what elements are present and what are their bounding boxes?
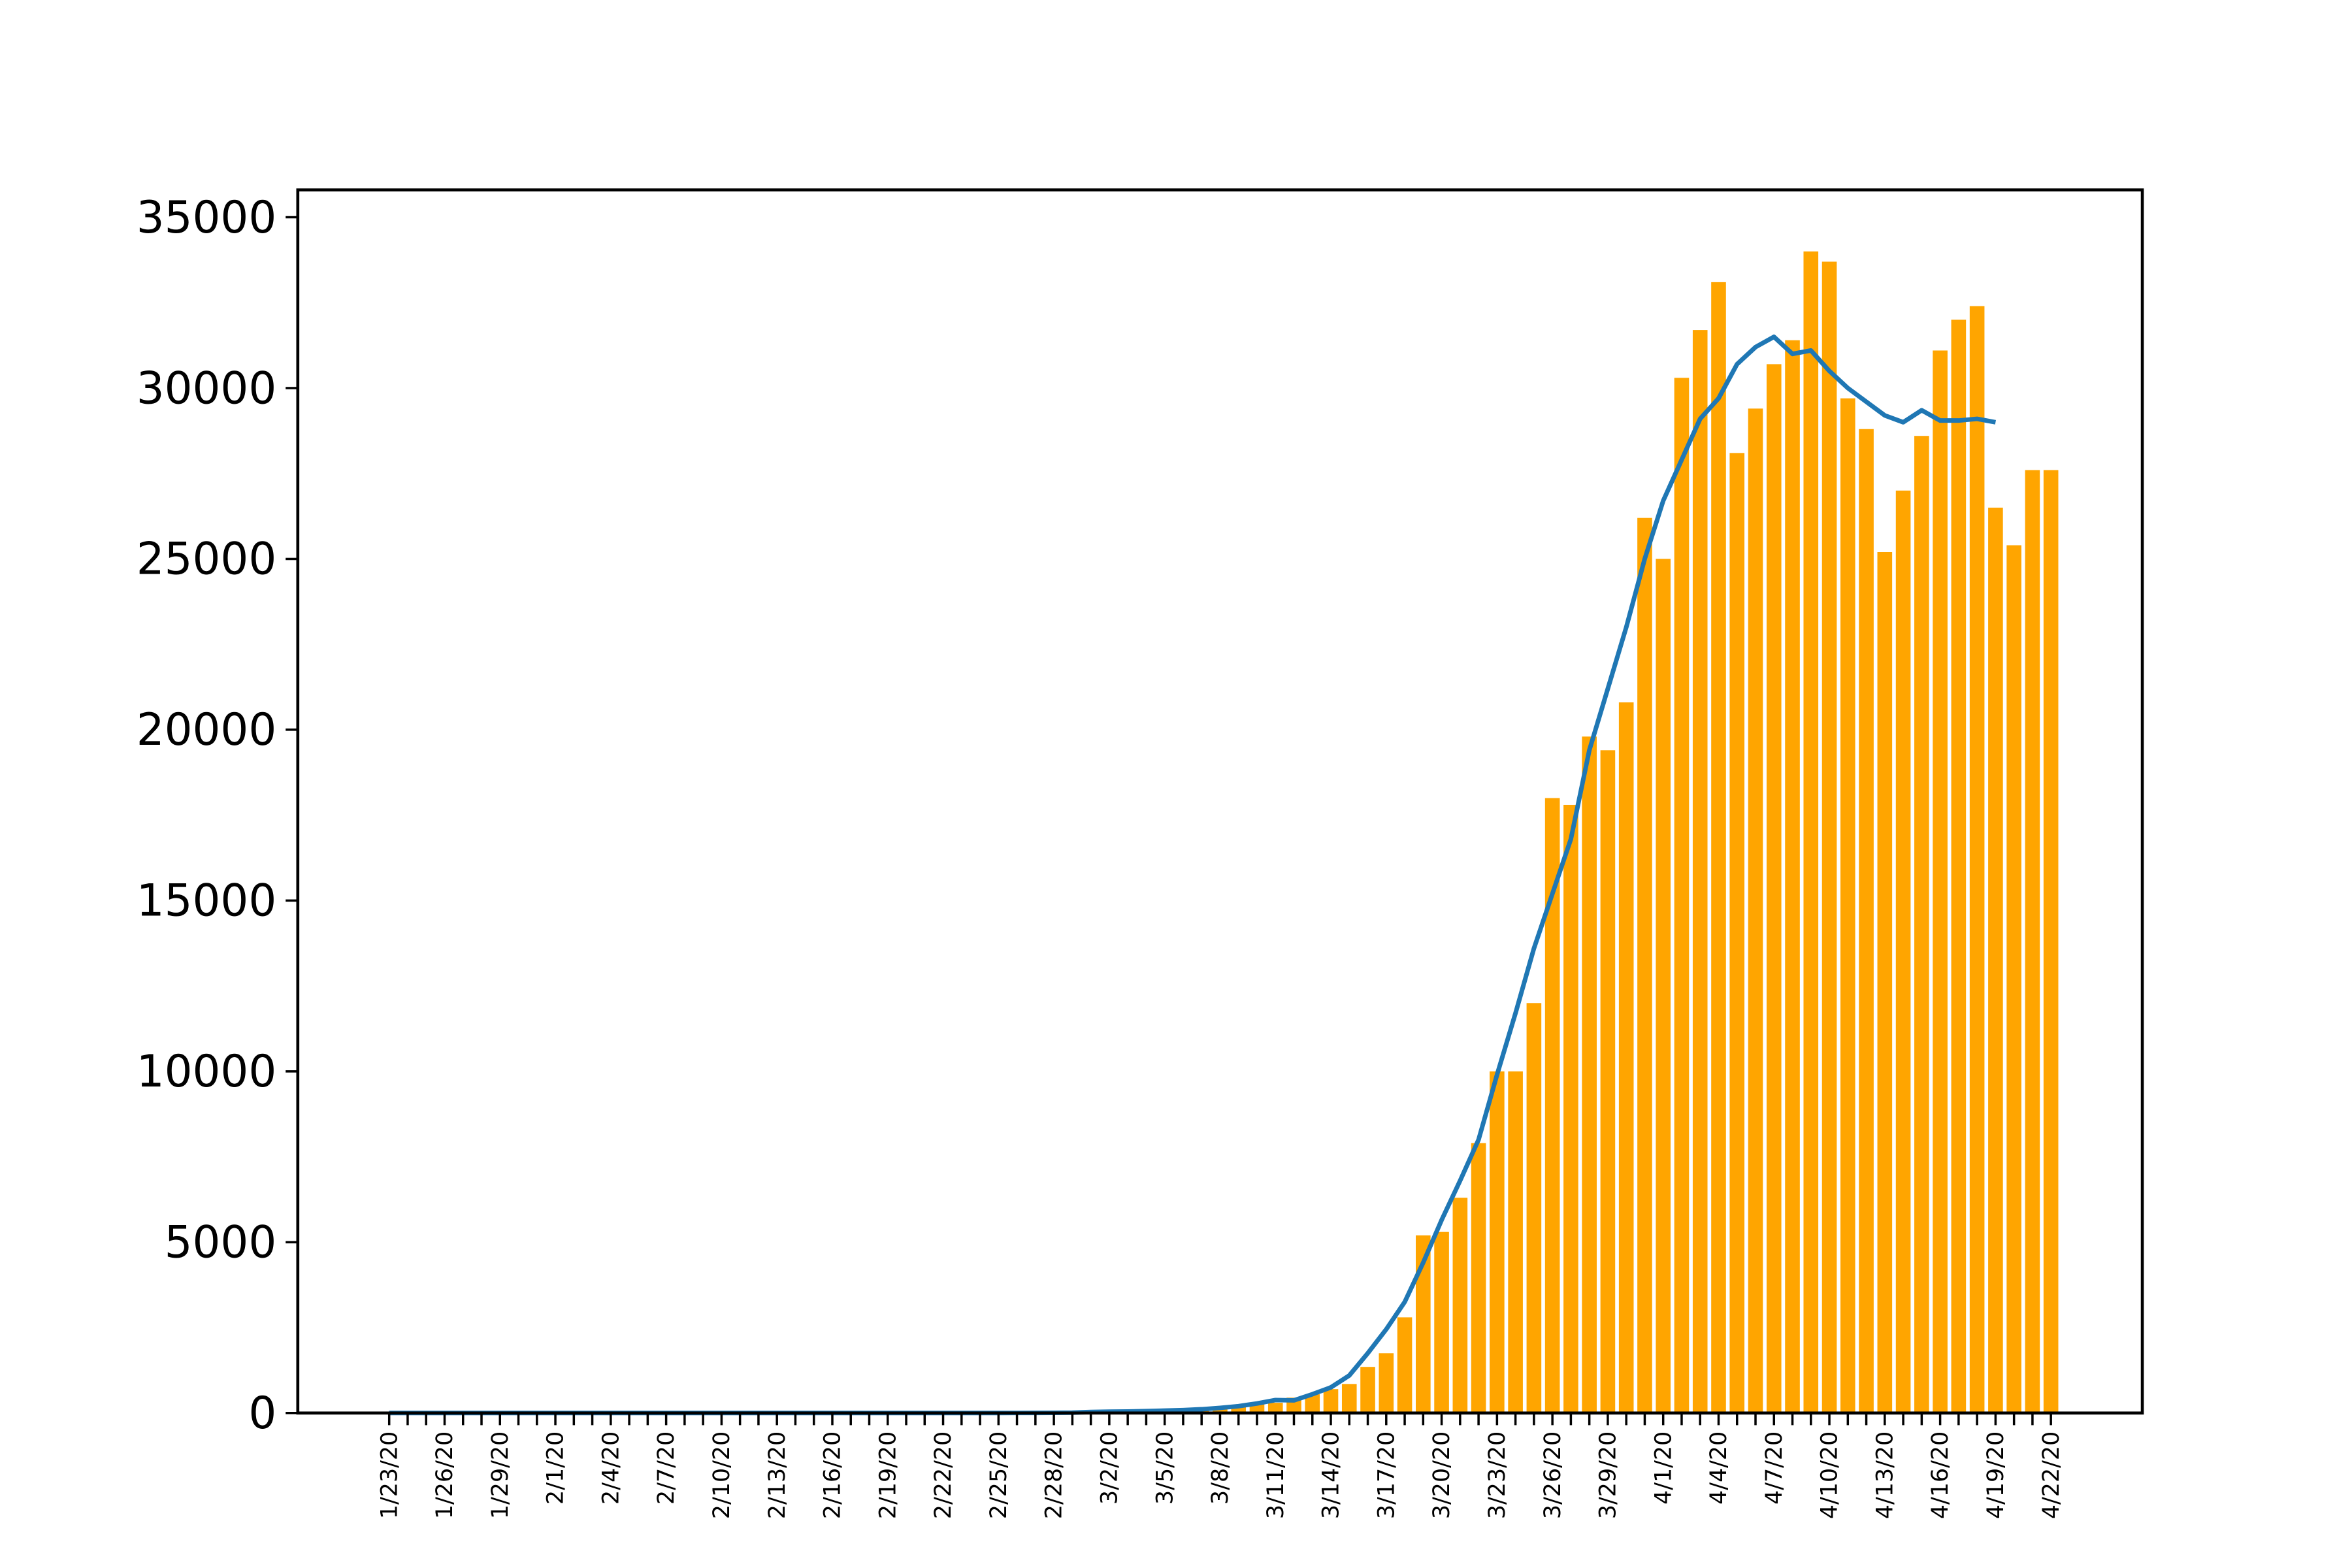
x-tick-label: 3/8/20 (1207, 1431, 1233, 1505)
x-tick-label: 2/7/20 (653, 1431, 679, 1505)
bar (1379, 1353, 1394, 1413)
x-tick-label: 4/13/20 (1872, 1431, 1898, 1519)
x-tick-label: 4/19/20 (1983, 1431, 2009, 1519)
x-tick-label: 3/5/20 (1152, 1431, 1178, 1505)
y-tick-label: 5000 (165, 1217, 277, 1268)
y-tick-label: 25000 (137, 533, 277, 585)
bar (1231, 1406, 1247, 1413)
bar (1397, 1317, 1413, 1413)
bar (1600, 750, 1616, 1413)
bar (1933, 350, 1948, 1413)
x-tick-label: 4/16/20 (1927, 1431, 1953, 1519)
bar (1544, 798, 1560, 1413)
x-tick-label: 3/2/20 (1097, 1431, 1123, 1505)
bar (1637, 517, 1652, 1413)
bar (1988, 508, 2003, 1413)
bar (1213, 1409, 1228, 1413)
bar (1914, 436, 1929, 1413)
y-tick-label: 20000 (137, 704, 277, 755)
x-tick-label: 3/11/20 (1263, 1431, 1289, 1519)
y-tick-label: 35000 (137, 191, 277, 243)
x-tick-label: 4/10/20 (1817, 1431, 1843, 1519)
x-tick-label: 2/10/20 (709, 1431, 735, 1519)
bar (2043, 470, 2059, 1413)
bar (1729, 453, 1745, 1413)
bar (1821, 261, 1837, 1413)
bar (1471, 1143, 1486, 1413)
bar (2025, 470, 2040, 1413)
bar (1305, 1394, 1320, 1413)
bar (1840, 398, 1855, 1413)
x-tick-label: 3/20/20 (1429, 1431, 1455, 1519)
bar (1582, 736, 1597, 1413)
bar (1267, 1403, 1283, 1413)
bar (1969, 306, 1985, 1413)
x-tick-label: 2/22/20 (930, 1431, 956, 1519)
x-tick-label: 4/22/20 (2038, 1431, 2065, 1519)
bar (1766, 364, 1782, 1413)
y-tick-label: 15000 (137, 875, 277, 926)
bar (1877, 552, 1893, 1413)
y-tick-label: 10000 (137, 1045, 277, 1097)
x-tick-label: 3/26/20 (1540, 1431, 1566, 1519)
bar (2006, 545, 2021, 1413)
bar (1785, 340, 1800, 1413)
x-tick-label: 3/14/20 (1318, 1431, 1345, 1519)
x-tick-label: 2/4/20 (598, 1431, 624, 1505)
x-tick-label: 3/29/20 (1595, 1431, 1622, 1519)
bar (1692, 330, 1708, 1413)
bar (1618, 702, 1634, 1413)
x-tick-label: 2/25/20 (986, 1431, 1012, 1519)
bar (1748, 408, 1763, 1413)
x-tick-label: 3/17/20 (1373, 1431, 1399, 1519)
bar (1656, 559, 1671, 1413)
bar (1895, 490, 1911, 1413)
x-tick-label: 3/23/20 (1484, 1431, 1511, 1519)
bar (1434, 1232, 1449, 1413)
x-tick-label: 2/1/20 (543, 1431, 569, 1505)
bar (1490, 1071, 1505, 1413)
bar (1452, 1198, 1468, 1413)
bar (1803, 251, 1819, 1413)
x-tick-label: 1/23/20 (376, 1431, 402, 1519)
x-tick-label: 2/19/20 (875, 1431, 901, 1519)
bar (1323, 1389, 1339, 1413)
x-tick-label: 2/13/20 (764, 1431, 791, 1519)
x-tick-label: 4/4/20 (1706, 1431, 1732, 1505)
bar (1563, 804, 1578, 1413)
bar (1341, 1384, 1357, 1413)
x-tick-label: 1/26/20 (432, 1431, 458, 1519)
bar (1674, 378, 1690, 1413)
x-tick-label: 4/7/20 (1761, 1431, 1788, 1505)
y-tick-label: 0 (248, 1387, 276, 1439)
bar (1360, 1367, 1375, 1413)
bar (1508, 1071, 1523, 1413)
bar (1859, 429, 1874, 1413)
x-tick-label: 4/1/20 (1650, 1431, 1676, 1505)
x-tick-label: 2/16/20 (820, 1431, 846, 1519)
x-tick-label: 2/28/20 (1041, 1431, 1068, 1519)
x-tick-label: 1/29/20 (487, 1431, 514, 1519)
bar (1951, 319, 1967, 1413)
bar (1711, 282, 1726, 1413)
bar (1416, 1235, 1431, 1413)
bar (1526, 1003, 1542, 1413)
y-tick-label: 30000 (137, 362, 277, 414)
